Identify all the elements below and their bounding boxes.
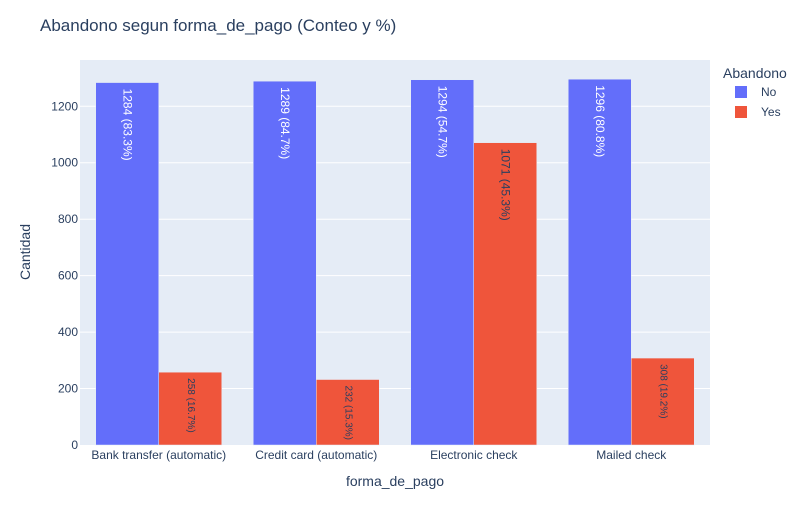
chart-title: Abandono segun forma_de_pago (Conteo y %… [40, 16, 396, 35]
y-tick-label: 800 [58, 212, 78, 226]
legend-swatch [735, 86, 747, 98]
y-tick-label: 200 [58, 382, 78, 396]
bar-label: 1294 (54.7%) [435, 86, 449, 158]
bar-no-1[interactable] [253, 80, 317, 446]
bar-yes-3[interactable] [631, 357, 695, 446]
bar-label: 258 (16.7%) [185, 378, 196, 432]
bar-label: 1284 (83.3%) [120, 89, 134, 161]
bar-no-0[interactable] [95, 82, 159, 446]
y-axis-title: Cantidad [17, 224, 33, 280]
bar-label: 1296 (80.8%) [593, 85, 607, 157]
legend-label: No [761, 85, 777, 99]
legend-label: Yes [761, 105, 781, 119]
bar-label: 1071 (45.3%) [498, 149, 512, 221]
bar-label: 308 (19.2%) [657, 364, 668, 418]
legend[interactable]: Abandono No Yes [723, 65, 787, 119]
y-tick-label: 600 [58, 269, 78, 283]
y-tick-label: 0 [71, 438, 78, 452]
bar-yes-1[interactable] [316, 379, 380, 446]
bar-yes-0[interactable] [158, 371, 222, 446]
bar-label: 1289 (84.7%) [278, 87, 292, 159]
x-tick-label: Bank transfer (automatic) [91, 448, 226, 462]
x-tick-label: Mailed check [596, 448, 667, 462]
y-tick-label: 1000 [51, 156, 78, 170]
bar-no-3[interactable] [568, 78, 632, 446]
x-axis-title: forma_de_pago [346, 473, 444, 489]
x-tick-label: Electronic check [430, 448, 518, 462]
legend-title: Abandono [723, 65, 787, 81]
legend-item-no[interactable]: No [735, 85, 777, 99]
x-tick-labels: Bank transfer (automatic) Credit card (au… [91, 448, 667, 462]
legend-item-yes[interactable]: Yes [735, 105, 781, 119]
legend-swatch [735, 106, 747, 118]
y-tick-label: 400 [58, 325, 78, 339]
y-tick-labels: 0 200 400 600 800 1000 1200 [51, 99, 78, 452]
bar-yes-2[interactable] [473, 142, 537, 446]
bar-label: 232 (15.3%) [342, 386, 353, 440]
bar-no-2[interactable] [410, 79, 474, 446]
y-tick-label: 1200 [51, 99, 78, 113]
x-tick-label: Credit card (automatic) [255, 448, 377, 462]
bars: 1284 (83.3%) 258 (16.7%) 1289 (84.7%) 232 (… [95, 78, 695, 446]
